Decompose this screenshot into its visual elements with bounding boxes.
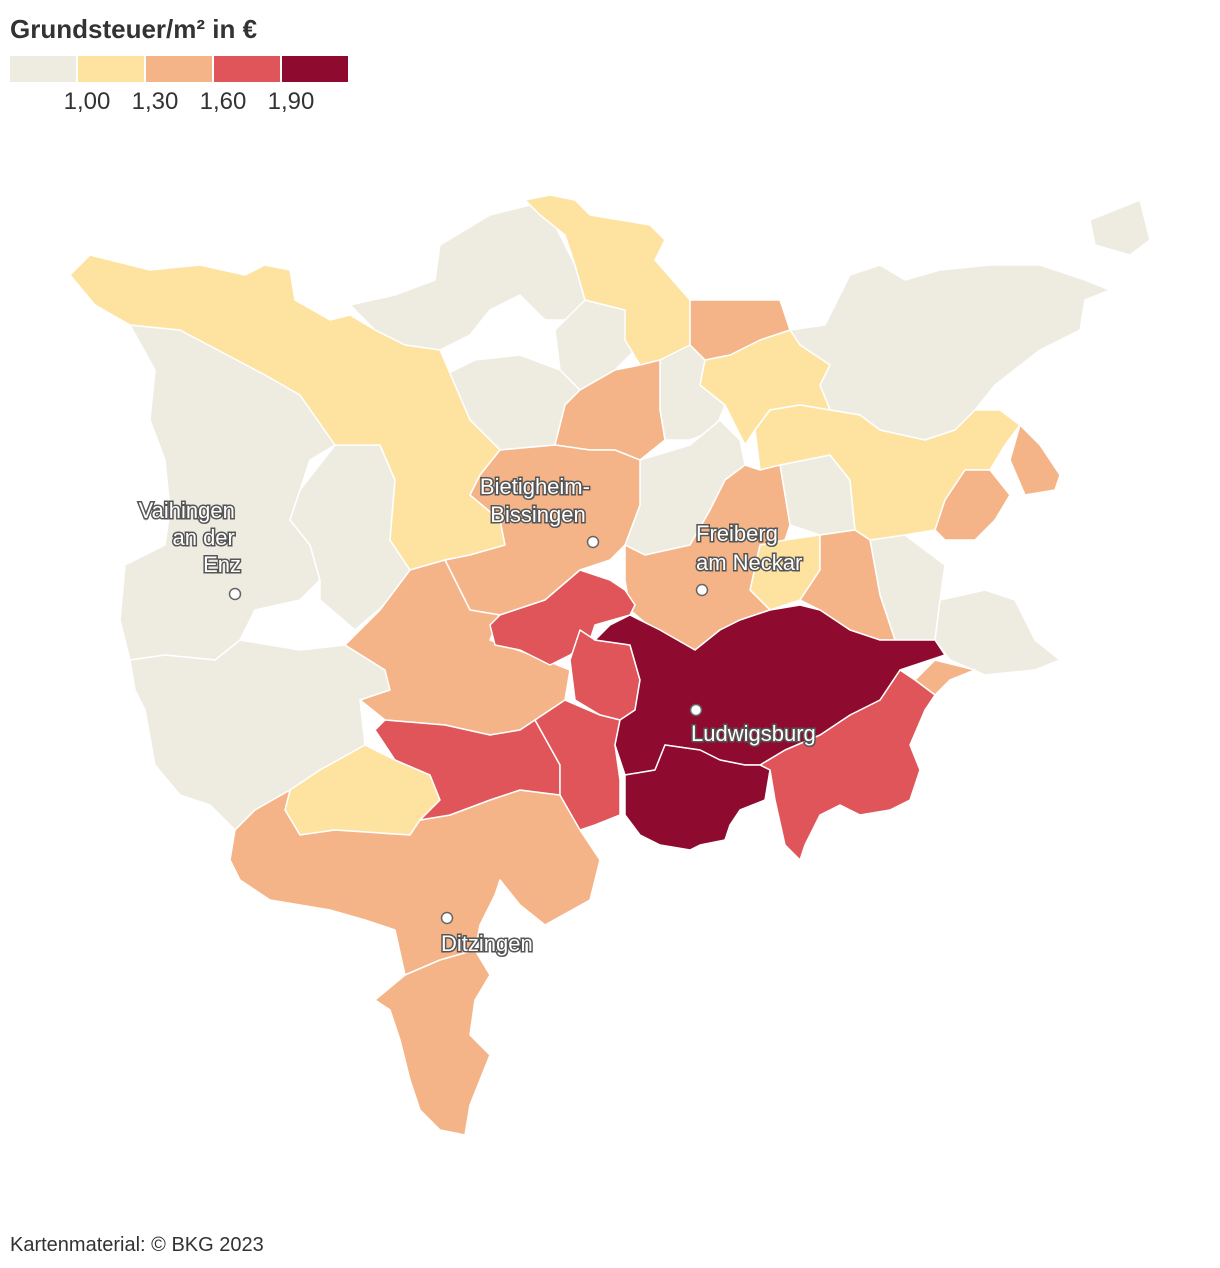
city-label-ludwigsburg: Ludwigsburg bbox=[691, 721, 816, 746]
region[interactable] bbox=[624, 464, 791, 651]
region[interactable] bbox=[374, 949, 491, 1136]
region[interactable] bbox=[1009, 424, 1061, 496]
city-dot-vaihingen[interactable] bbox=[228, 587, 242, 601]
region[interactable] bbox=[229, 789, 601, 976]
source-credit: Kartenmaterial: © BKG 2023 bbox=[10, 1234, 264, 1256]
region[interactable] bbox=[934, 469, 1011, 541]
region[interactable] bbox=[349, 204, 586, 351]
regions-class-4 bbox=[374, 569, 936, 861]
legend-tick-2: 1,30 bbox=[131, 88, 179, 115]
legend-tick-1: 1,00 bbox=[63, 88, 111, 115]
legend-swatch-1 bbox=[10, 56, 76, 82]
color-legend bbox=[10, 56, 348, 82]
region[interactable] bbox=[754, 404, 1021, 541]
legend-swatch-3 bbox=[146, 56, 212, 82]
region[interactable] bbox=[934, 589, 1061, 676]
city-label-freiberg: Freiberg am Neckar bbox=[696, 521, 802, 575]
city-label-bietigheim: Bietigheim- Bissingen bbox=[480, 474, 596, 527]
region[interactable] bbox=[344, 559, 571, 736]
legend-ticks: 1,00 1,30 1,60 1,90 bbox=[10, 88, 350, 118]
map-title: Grundsteuer/m² in € bbox=[10, 14, 258, 44]
region[interactable] bbox=[374, 719, 561, 821]
region[interactable] bbox=[1089, 199, 1151, 256]
city-dot-ditzingen[interactable] bbox=[440, 911, 454, 925]
regions-class-3 bbox=[229, 299, 1061, 1136]
legend-swatch-2 bbox=[78, 56, 144, 82]
city-label-vaihingen: Vaihingen an der Enz bbox=[139, 498, 241, 577]
city-labels: Vaihingen an der Enz Bietigheim- Bissing… bbox=[137, 473, 817, 958]
legend-tick-3: 1,60 bbox=[199, 88, 247, 115]
region[interactable] bbox=[689, 299, 791, 361]
regions-class-5 bbox=[594, 604, 946, 851]
legend-swatch-5 bbox=[282, 56, 348, 82]
city-dot-ludwigsburg[interactable] bbox=[689, 703, 703, 717]
city-dot-freiberg[interactable] bbox=[695, 583, 709, 597]
city-markers bbox=[228, 535, 709, 925]
legend-swatch-4 bbox=[214, 56, 280, 82]
regions-class-1 bbox=[119, 199, 1151, 831]
region[interactable] bbox=[534, 699, 621, 831]
city-dot-bietigheim[interactable] bbox=[586, 535, 600, 549]
city-label-ditzingen: Ditzingen bbox=[441, 931, 533, 956]
legend-tick-4: 1,90 bbox=[267, 88, 315, 115]
region[interactable] bbox=[624, 744, 771, 851]
region[interactable] bbox=[594, 604, 946, 776]
